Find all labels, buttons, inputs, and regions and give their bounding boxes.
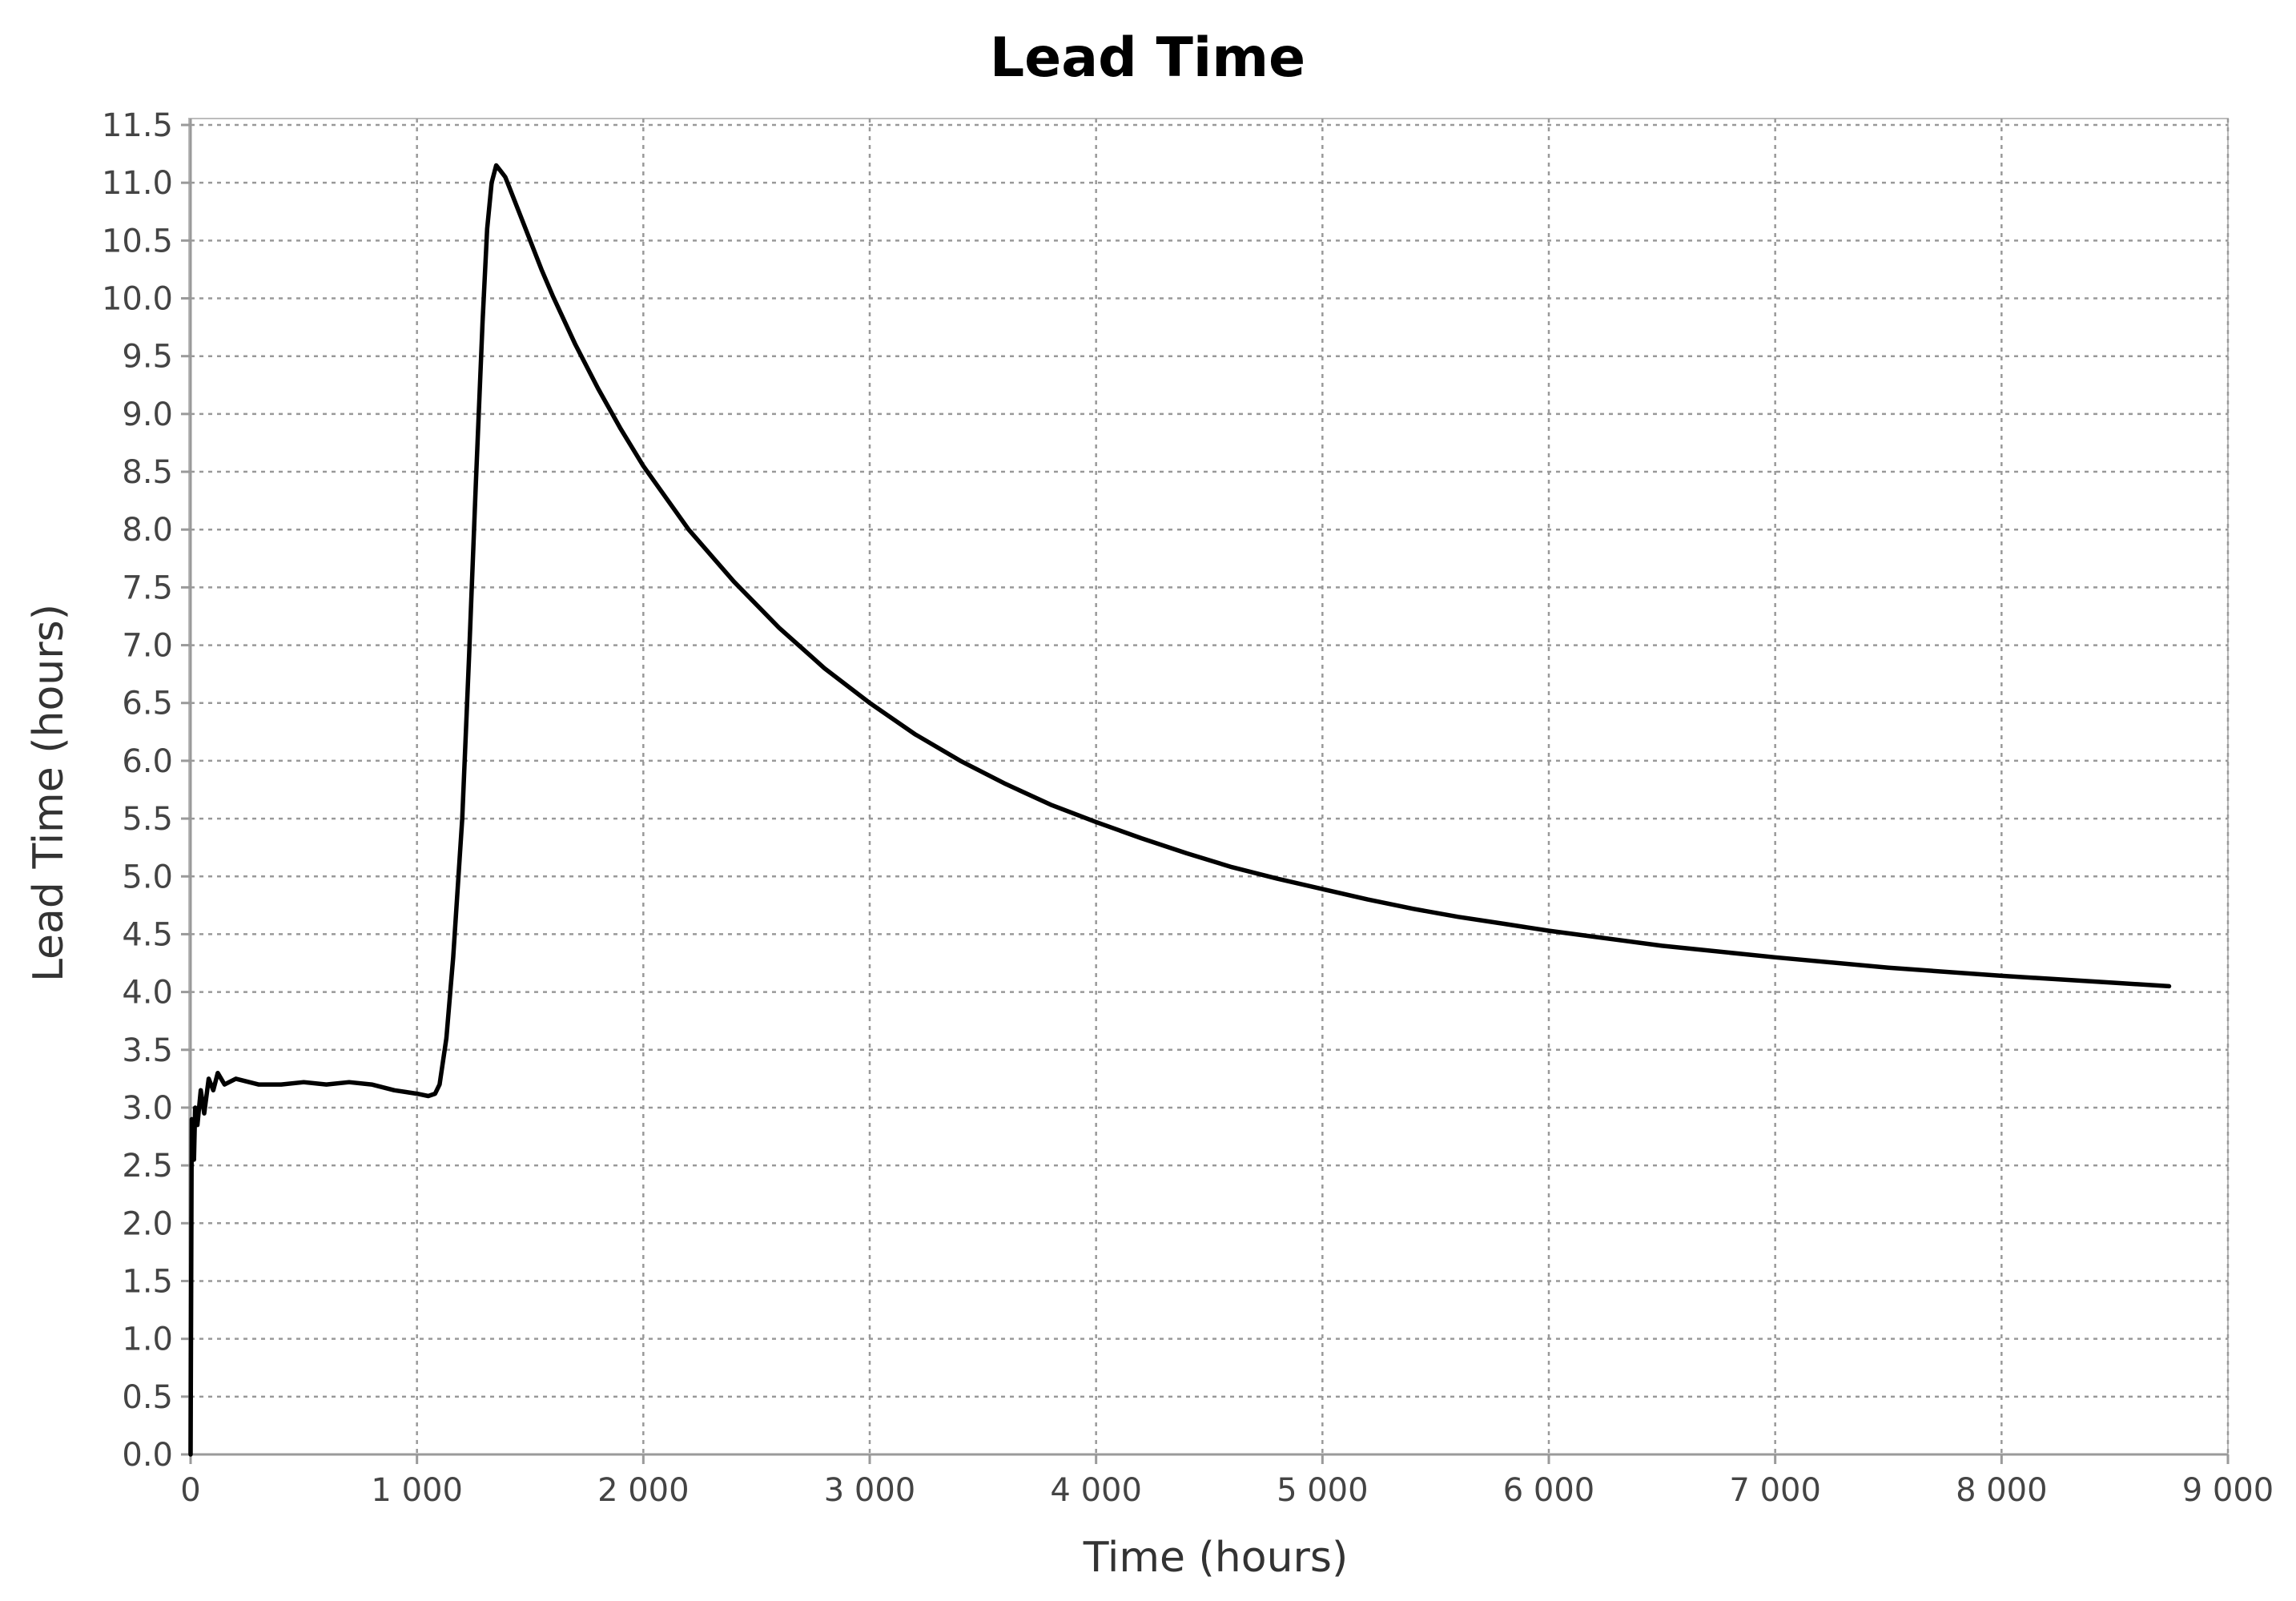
y-tick-label: 8.0 — [122, 512, 173, 549]
plot-area — [188, 118, 2229, 1455]
chart-title: Lead Time — [990, 26, 1305, 90]
y-tick-label: 1.0 — [122, 1321, 173, 1358]
y-tick-label: 5.5 — [122, 801, 173, 838]
x-tick-label: 7 000 — [1729, 1472, 1821, 1509]
y-tick-label: 7.0 — [122, 628, 173, 665]
grid — [191, 119, 2230, 1454]
lead-time-series-line — [188, 163, 2172, 1457]
y-axis-label: Lead Time (hours) — [25, 604, 73, 982]
x-tick-label: 4 000 — [1050, 1472, 1142, 1509]
y-tick-label: 9.5 — [122, 339, 173, 376]
y-tick-label: 4.0 — [122, 975, 173, 1012]
x-axis-label: Time (hours) — [1083, 1534, 1349, 1582]
y-tick-label: 11.0 — [102, 165, 173, 202]
y-tick-label: 7.5 — [122, 569, 173, 606]
y-tick-label: 10.5 — [102, 223, 173, 259]
x-tick-label: 1 000 — [371, 1472, 463, 1509]
y-tick-label: 3.5 — [122, 1032, 173, 1069]
y-tick-label: 6.0 — [122, 743, 173, 780]
x-tick-label: 5 000 — [1277, 1472, 1369, 1509]
series-layer — [188, 163, 2172, 1457]
y-tick-label: 0.0 — [122, 1437, 173, 1474]
y-tick-label: 5.0 — [122, 859, 173, 895]
y-tick-label: 9.0 — [122, 396, 173, 433]
x-tick-label: 9 000 — [2182, 1472, 2274, 1509]
x-axis-ticks: 0 1 000 2 000 3 000 4 000 5 000 6 000 7 000 8 00… — [180, 1454, 2274, 1509]
y-tick-label: 4.5 — [122, 916, 173, 953]
y-tick-label: 2.5 — [122, 1148, 173, 1185]
y-tick-label: 2.0 — [122, 1205, 173, 1242]
y-tick-label: 8.5 — [122, 454, 173, 491]
y-tick-label: 11.5 — [102, 107, 173, 144]
y-axis-ticks: 0.0 0.5 1.0 1.5 2.0 2.5 3.0 3.5 4.0 4.5 5.0 5.5 6.0 6… — [102, 107, 191, 1474]
x-tick-label: 2 000 — [597, 1472, 690, 1509]
x-tick-label: 0 — [180, 1472, 200, 1509]
y-tick-label: 0.5 — [122, 1379, 173, 1416]
x-tick-label: 6 000 — [1503, 1472, 1595, 1509]
y-tick-label: 10.0 — [102, 281, 173, 318]
y-tick-label: 6.5 — [122, 686, 173, 722]
x-tick-label: 8 000 — [1956, 1472, 2048, 1509]
y-tick-label: 3.0 — [122, 1090, 173, 1127]
y-tick-label: 1.5 — [122, 1263, 173, 1300]
x-tick-label: 3 000 — [824, 1472, 916, 1509]
